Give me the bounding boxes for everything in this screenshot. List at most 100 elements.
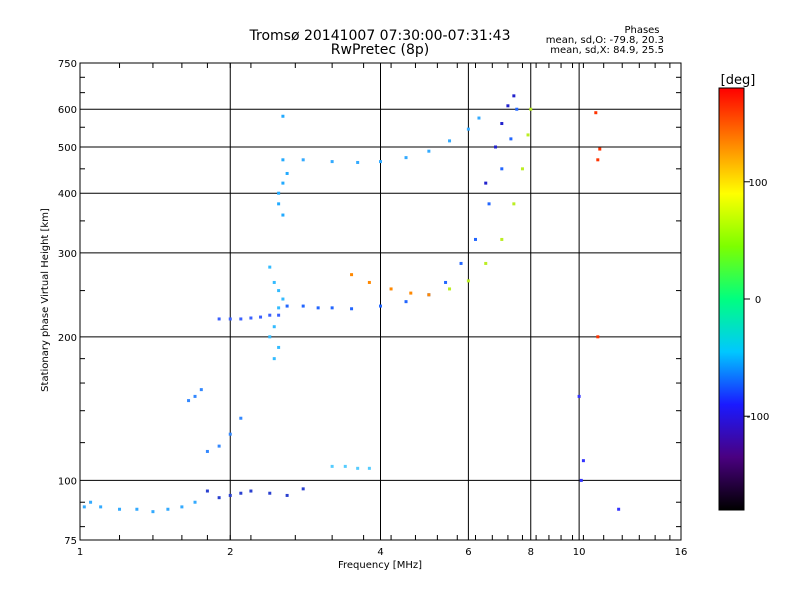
- colorbar-ticks: 100 0 -100: [744, 178, 769, 423]
- data-point: [187, 399, 191, 403]
- data-point: [350, 307, 354, 311]
- data-point: [509, 137, 513, 141]
- data-point: [89, 500, 93, 504]
- data-point: [281, 158, 285, 162]
- data-point: [598, 147, 602, 151]
- data-point: [577, 394, 581, 398]
- x-tick-label: 4: [377, 547, 383, 558]
- stats-header: Phases: [624, 25, 659, 36]
- data-point: [466, 279, 470, 283]
- data-point: [526, 133, 530, 137]
- y-tick-label: 75: [64, 536, 77, 547]
- colorbar: [deg] 100 0 -100: [718, 73, 769, 511]
- chart-title: Tromsø 20141007 07:30:00-07:31:43: [249, 28, 511, 44]
- data-point: [500, 167, 504, 171]
- data-point: [193, 394, 197, 398]
- data-point: [239, 491, 243, 495]
- data-point: [515, 107, 519, 111]
- stats-line-x: mean, sd,X: 84.9, 25.5: [550, 45, 664, 56]
- data-point: [277, 345, 281, 349]
- data-point: [500, 237, 504, 241]
- data-point: [594, 111, 598, 115]
- data-point: [448, 287, 452, 291]
- data-point: [239, 317, 243, 321]
- data-point: [596, 335, 600, 339]
- data-point: [199, 388, 203, 392]
- data-point: [473, 237, 477, 241]
- data-point: [301, 158, 305, 162]
- data-point: [477, 116, 481, 120]
- x-tick-label: 16: [675, 547, 688, 558]
- x-axis-label: Frequency [MHz]: [338, 560, 422, 571]
- data-point: [581, 459, 585, 463]
- data-point: [239, 416, 243, 420]
- data-point: [301, 304, 305, 308]
- data-point: [268, 313, 272, 317]
- x-tick-labels: 1 2 4 6 8 10 16: [77, 547, 688, 558]
- data-point: [285, 171, 289, 175]
- data-point: [277, 306, 281, 310]
- data-point: [228, 493, 232, 497]
- data-point: [217, 317, 221, 321]
- data-point: [596, 158, 600, 162]
- data-point: [330, 306, 334, 310]
- data-point: [281, 213, 285, 217]
- colorbar-gradient: [719, 88, 744, 510]
- data-point: [82, 505, 86, 509]
- data-point: [529, 107, 533, 111]
- stats-line-o: mean, sd,O: -79.8, 20.3: [546, 35, 664, 46]
- data-point: [389, 287, 393, 291]
- data-point: [506, 104, 510, 108]
- data-point: [285, 493, 289, 497]
- data-point: [520, 167, 524, 171]
- data-point: [404, 156, 408, 160]
- data-point: [151, 510, 155, 514]
- data-point: [494, 145, 498, 149]
- data-point: [249, 316, 253, 320]
- data-point: [118, 507, 122, 511]
- data-point: [205, 449, 209, 453]
- grid-lines: [80, 63, 681, 540]
- data-point: [487, 202, 491, 206]
- data-point: [579, 478, 583, 482]
- data-point: [249, 489, 253, 493]
- data-point: [135, 507, 139, 511]
- y-tick-label: 750: [58, 59, 77, 70]
- data-point: [367, 280, 371, 284]
- data-point: [617, 507, 621, 511]
- colorbar-label: [deg]: [721, 73, 756, 88]
- y-tick-label: 300: [58, 249, 77, 260]
- data-point: [466, 127, 470, 131]
- y-tick-label: 200: [58, 333, 77, 344]
- data-point: [379, 304, 382, 308]
- data-point: [330, 464, 334, 468]
- colorbar-tick-label: -100: [747, 412, 770, 423]
- data-point: [268, 265, 272, 269]
- chart-subtitle: RwPretec (8p): [331, 42, 429, 58]
- x-tick-label: 10: [573, 547, 586, 558]
- data-point: [281, 114, 285, 118]
- y-tick-label: 400: [58, 189, 77, 200]
- data-point: [409, 291, 413, 295]
- data-point: [316, 306, 320, 310]
- x-tick-label: 1: [77, 547, 83, 558]
- data-point: [379, 160, 382, 164]
- data-point: [330, 160, 334, 164]
- data-point: [228, 432, 232, 436]
- data-point: [272, 325, 276, 329]
- data-point: [484, 261, 488, 265]
- data-point: [356, 466, 360, 470]
- data-point: [277, 289, 281, 293]
- data-point: [228, 317, 232, 321]
- data-point: [343, 464, 347, 468]
- data-point: [301, 487, 305, 491]
- data-point: [367, 466, 371, 470]
- data-point: [268, 491, 272, 495]
- data-point: [281, 181, 285, 185]
- data-point: [444, 280, 448, 284]
- data-point: [500, 122, 504, 126]
- data-point: [350, 273, 354, 277]
- colorbar-tick-label: 0: [755, 295, 761, 306]
